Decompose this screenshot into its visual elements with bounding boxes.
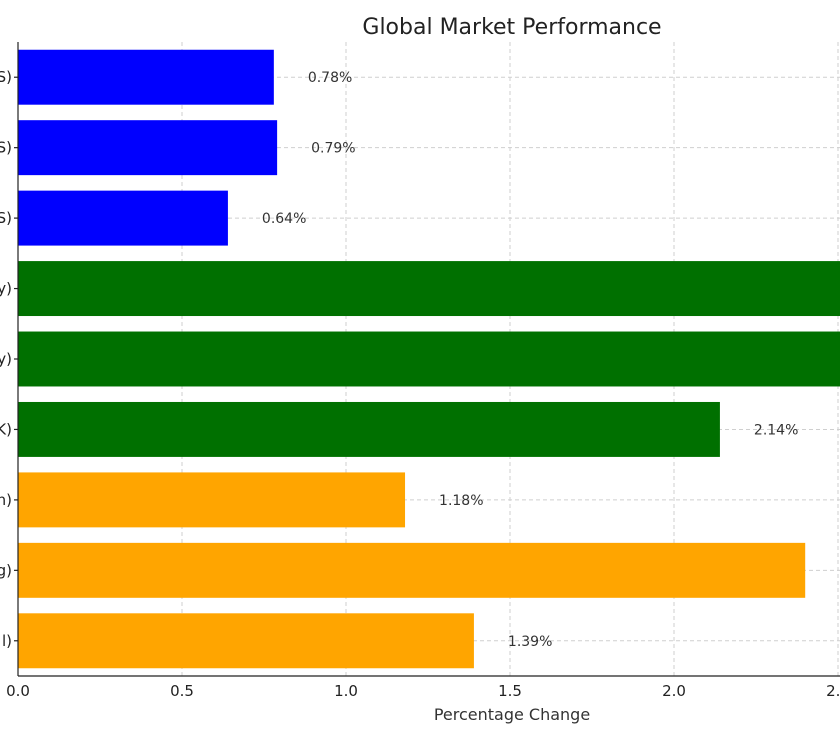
category-label: l) [2,632,12,650]
x-axis-label: Percentage Change [434,705,590,724]
category-label: y) [0,280,12,298]
data-label: 0.64% [262,211,306,227]
bar [18,542,806,598]
x-tick-labels: 0.0 0.5 1.0 1.5 2.0 2.5 [6,682,840,700]
bar [18,613,474,669]
x-tick-label: 2.5 [826,682,840,700]
x-tick-label: 1.5 [498,682,522,700]
category-label: g) [0,561,12,579]
category-labels: S) S) S) y) y) K) n) g) l) [0,68,18,650]
bar [18,49,274,105]
bar [18,120,278,176]
chart-title: Global Market Performance [362,15,661,40]
bar [18,472,406,528]
x-tick-label: 1.0 [334,682,358,700]
bar [18,331,840,387]
bar [18,261,840,317]
category-label: y) [0,350,12,368]
data-label: 2.14% [754,422,798,438]
category-label: S) [0,139,12,157]
category-label: n) [0,491,12,509]
category-label: S) [0,209,12,227]
x-tick-label: 2.0 [662,682,686,700]
x-tick-label: 0.0 [6,682,30,700]
bar [18,401,720,457]
data-label: 0.79% [311,141,355,157]
data-label: 1.39% [508,634,552,650]
bar [18,190,228,246]
category-label: K) [0,420,12,438]
bars [18,49,840,669]
category-label: S) [0,68,12,86]
data-labels: 0.78%0.79%0.64%2.14%1.18%21.39% [262,70,840,650]
x-tick-label: 0.5 [170,682,194,700]
data-label: 0.78% [308,70,352,86]
data-label: 1.18% [439,493,483,509]
